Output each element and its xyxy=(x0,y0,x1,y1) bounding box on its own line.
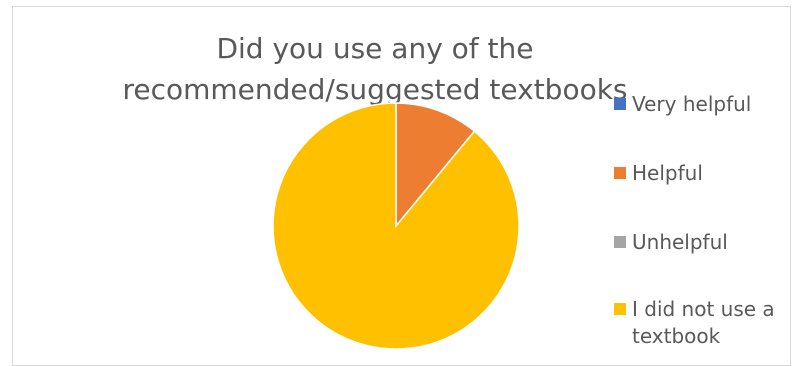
legend-item-helpful: Helpful xyxy=(614,160,792,187)
pie-slice-helpful xyxy=(395,102,476,229)
legend-label-did-not-use: I did not use a textbook xyxy=(632,296,792,350)
legend-label-did-not-use-line-1: I did not use a xyxy=(632,297,775,321)
legend-item-very-helpful: Very helpful xyxy=(614,91,792,118)
legend-label-did-not-use-line-2: textbook xyxy=(632,324,721,348)
chart-title-line-1: Did you use any of the xyxy=(216,32,534,65)
legend-label-helpful: Helpful xyxy=(632,161,703,185)
chart-title-line-2: recommended/suggested textbooks xyxy=(122,73,628,106)
legend-swatch-unhelpful xyxy=(614,236,626,248)
pie-slice-i-did-not-use-a-textbook xyxy=(272,102,520,350)
legend-label-unhelpful: Unhelpful xyxy=(632,230,728,254)
pie-chart xyxy=(272,102,520,350)
legend-swatch-did-not-use xyxy=(614,303,626,315)
legend-swatch-helpful xyxy=(614,167,626,179)
legend-label-very-helpful: Very helpful xyxy=(632,92,752,116)
legend-item-did-not-use: I did not use a textbook xyxy=(614,296,792,350)
legend-swatch-very-helpful xyxy=(614,98,626,110)
legend-item-unhelpful: Unhelpful xyxy=(614,229,792,256)
